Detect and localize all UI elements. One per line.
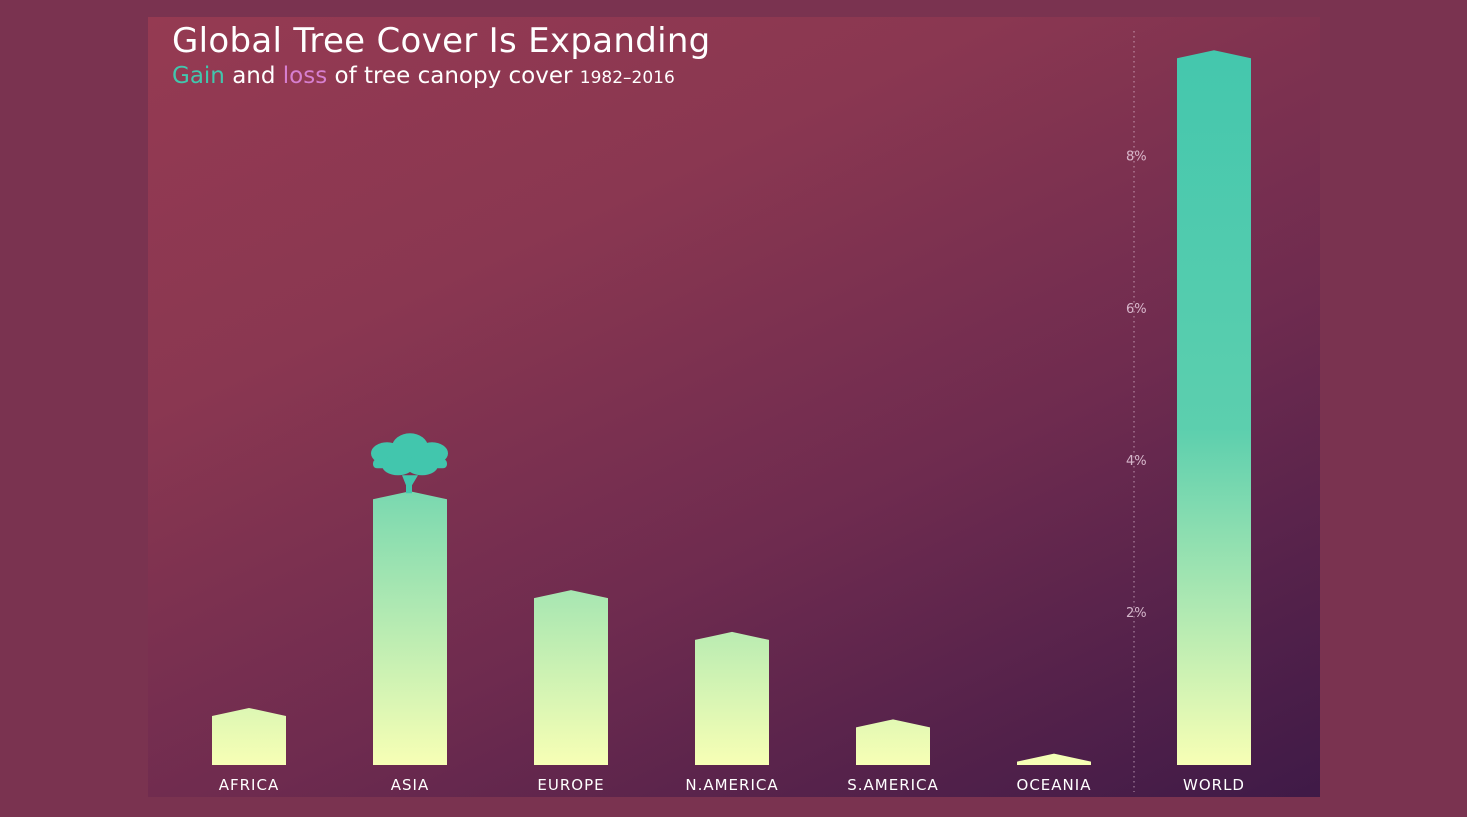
category-labels: AFRICA ASIA EUROPE N.AMERICA S.AMERICA OCEANI…	[219, 776, 1245, 794]
category-label: WORLD	[1183, 776, 1245, 794]
bar-asia	[373, 491, 447, 765]
category-label: ASIA	[391, 776, 429, 794]
y-tick-label: 4%	[1126, 454, 1147, 469]
tree-icon	[371, 433, 448, 494]
bar-n-america	[695, 631, 769, 765]
bar-oceania	[1017, 753, 1091, 765]
y-tick-label: 2%	[1126, 606, 1147, 621]
subtitle-loss-word: loss	[282, 63, 328, 89]
subtitle-rest: of tree canopy cover	[334, 63, 573, 89]
bar-s-america	[856, 719, 930, 765]
category-label: OCEANIA	[1017, 776, 1092, 794]
chart-subtitle: Gain and loss of tree canopy cover 1982–…	[172, 63, 675, 89]
subtitle-years: 1982–2016	[579, 68, 675, 88]
subtitle-gain-word: Gain	[172, 63, 225, 89]
subtitle-and-word: and	[232, 63, 276, 89]
chart-svg: 2% 4% 6% 8% AFRICA ASIA EUROPE N.AMERICA S.AMER…	[212, 31, 1251, 794]
bar-europe	[534, 590, 608, 765]
chart-panel: 2% 4% 6% 8% AFRICA ASIA EUROPE N.AMERICA S.AMER…	[148, 17, 1320, 797]
category-label: EUROPE	[537, 776, 604, 794]
bar-world	[1177, 50, 1251, 766]
category-label: S.AMERICA	[847, 776, 939, 794]
y-tick-label: 6%	[1126, 302, 1147, 317]
bar-africa	[212, 707, 286, 765]
y-axis-ticks: 2% 4% 6% 8%	[1126, 150, 1147, 621]
category-label: AFRICA	[219, 776, 279, 794]
bars	[212, 50, 1251, 766]
y-tick-label: 8%	[1126, 150, 1147, 165]
category-label: N.AMERICA	[685, 776, 778, 794]
chart-title: Global Tree Cover Is Expanding	[172, 21, 711, 61]
